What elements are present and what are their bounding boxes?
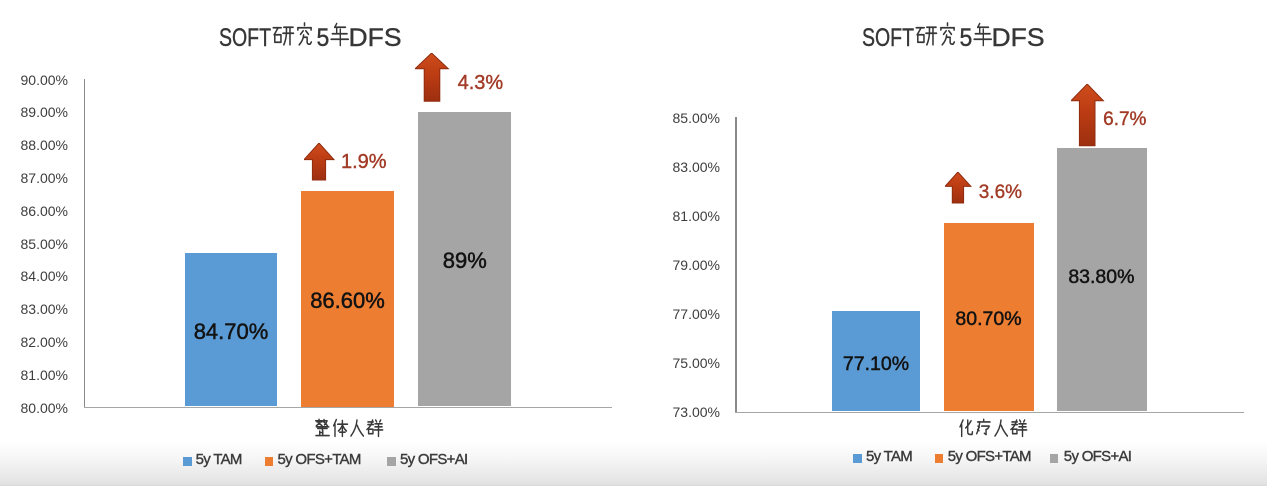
svg-text:DFS: DFS: [349, 24, 402, 52]
svg-text:SOFT: SOFT: [219, 24, 271, 52]
svg-text:5: 5: [317, 24, 330, 52]
svg-text:DFS: DFS: [992, 24, 1045, 52]
svg-text:5: 5: [960, 24, 973, 52]
svg-text:SOFT: SOFT: [862, 24, 914, 52]
